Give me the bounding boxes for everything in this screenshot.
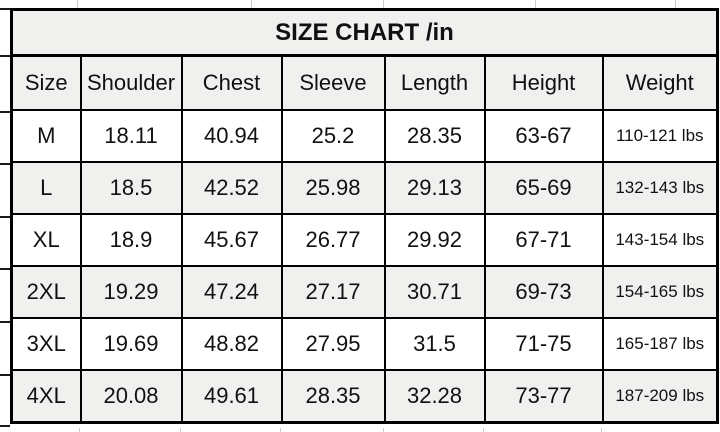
table-cell: 32.28	[383, 369, 486, 424]
col-header-sleeve: Sleeve	[280, 54, 386, 111]
col-header-height: Height	[483, 54, 604, 111]
table-cell: 30.71	[383, 265, 486, 319]
gridline-tick	[280, 428, 281, 432]
table-cell: 19.69	[79, 317, 183, 371]
table-cell: 71-75	[483, 317, 604, 371]
table-cell: 40.94	[180, 109, 283, 163]
table-cell: 132-143 lbs	[601, 161, 719, 215]
table-cell: 19.29	[79, 265, 183, 319]
row-border-tick	[0, 55, 10, 57]
table-cell: 187-209 lbs	[601, 369, 719, 424]
table-title: SIZE CHART /in	[10, 8, 719, 57]
table-cell: 18.11	[79, 109, 183, 163]
table-cell: 28.35	[280, 369, 386, 424]
row-label-cell: XL	[10, 213, 82, 267]
gridline-tick	[251, 0, 252, 8]
row-label-cell: M	[10, 109, 82, 163]
col-header-length: Length	[383, 54, 486, 111]
table-cell: 48.82	[180, 317, 283, 371]
table-row: XL 18.9 45.67 26.77 29.92 67-71 143-154 …	[10, 213, 719, 267]
gridline-tick	[675, 0, 676, 8]
row-border-tick	[0, 374, 10, 376]
table-cell: 73-77	[483, 369, 604, 424]
table-row: 3XL 19.69 48.82 27.95 31.5 71-75 165-187…	[10, 317, 719, 371]
row-border-tick	[0, 163, 10, 165]
col-header-chest: Chest	[180, 54, 283, 111]
col-header-shoulder: Shoulder	[79, 54, 183, 111]
table-cell: 42.52	[180, 161, 283, 215]
table-cell: 47.24	[180, 265, 283, 319]
table-cell: 110-121 lbs	[601, 109, 719, 163]
row-border-tick	[0, 425, 10, 427]
col-header-weight: Weight	[601, 54, 719, 111]
table-row: 4XL 20.08 49.61 28.35 32.28 73-77 187-20…	[10, 369, 719, 424]
title-row: SIZE CHART /in	[10, 8, 719, 57]
row-label-cell: L	[10, 161, 82, 215]
table-cell: 65-69	[483, 161, 604, 215]
gridline-tick	[383, 428, 384, 432]
size-chart-table: SIZE CHART /in Size Shoulder Chest Sleev…	[10, 8, 719, 424]
table-cell: 28.35	[383, 109, 486, 163]
table-cell: 63-67	[483, 109, 604, 163]
table-cell: 67-71	[483, 213, 604, 267]
row-border-tick	[0, 216, 10, 218]
table-cell: 27.95	[280, 317, 386, 371]
table-cell: 18.5	[79, 161, 183, 215]
table-cell: 29.13	[383, 161, 486, 215]
gridline-tick	[535, 0, 536, 8]
table-row: L 18.5 42.52 25.98 29.13 65-69 132-143 l…	[10, 161, 719, 215]
gridline-tick	[601, 428, 602, 432]
row-label-cell: 3XL	[10, 317, 82, 371]
table-cell: 26.77	[280, 213, 386, 267]
table-cell: 69-73	[483, 265, 604, 319]
table-cell: 25.2	[280, 109, 386, 163]
row-label-cell: 2XL	[10, 265, 82, 319]
table-cell: 27.17	[280, 265, 386, 319]
gridline-tick	[383, 0, 384, 8]
row-border-tick	[0, 111, 10, 113]
table-cell: 154-165 lbs	[601, 265, 719, 319]
table-row: M 18.11 40.94 25.2 28.35 63-67 110-121 l…	[10, 109, 719, 163]
col-header-size: Size	[10, 54, 82, 111]
table-cell: 18.9	[79, 213, 183, 267]
table-cell: 25.98	[280, 161, 386, 215]
row-label-cell: 4XL	[10, 369, 82, 424]
gridline-tick	[77, 0, 78, 8]
table-cell: 165-187 lbs	[601, 317, 719, 371]
table-cell: 49.61	[180, 369, 283, 424]
table-cell: 143-154 lbs	[601, 213, 719, 267]
row-border-tick	[0, 268, 10, 270]
gridline-tick	[79, 428, 80, 432]
table-row: 2XL 19.29 47.24 27.17 30.71 69-73 154-16…	[10, 265, 719, 319]
table-cell: 29.92	[383, 213, 486, 267]
table-cell: 45.67	[180, 213, 283, 267]
row-border-tick	[0, 8, 10, 10]
gridline-tick	[483, 428, 484, 432]
gridline-tick	[180, 428, 181, 432]
row-border-tick	[0, 321, 10, 323]
table-cell: 31.5	[383, 317, 486, 371]
header-row: Size Shoulder Chest Sleeve Length Height…	[10, 54, 719, 111]
table-cell: 20.08	[79, 369, 183, 424]
